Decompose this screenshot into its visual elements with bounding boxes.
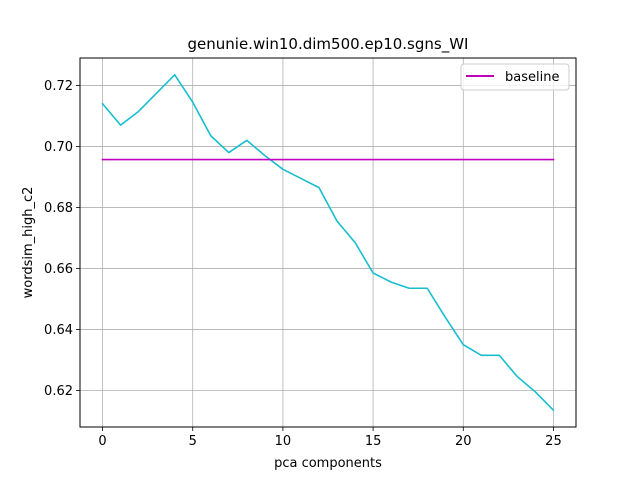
x-tick-label: 15 [365, 434, 382, 449]
legend-label-baseline: baseline [505, 70, 559, 85]
y-tick-label: 0.62 [44, 384, 73, 399]
plot-frame [79, 57, 577, 428]
y-axis-label: wordsim_high_c2 [21, 187, 36, 299]
series-layer [101, 73, 555, 412]
x-tick-label: 20 [455, 434, 472, 449]
y-tick-label: 0.72 [44, 79, 73, 94]
x-tick-label: 5 [189, 434, 197, 449]
y-tick-label: 0.68 [44, 201, 73, 216]
chart-title: genunie.win10.dim500.ep10.sgns_WI [188, 35, 469, 54]
x-axis-label: pca components [274, 456, 382, 471]
legend: baseline [460, 63, 570, 91]
x-tick-label: 0 [98, 434, 106, 449]
axis-ticks: 0 5 10 15 20 25 0.62 0.64 0.66 0.68 0.70 0.72 [44, 79, 562, 449]
grid-lines [80, 58, 576, 427]
y-tick-label: 0.64 [44, 323, 73, 338]
y-tick-label: 0.70 [44, 140, 73, 155]
series-line-0 [101, 73, 555, 412]
legend-box [460, 63, 570, 91]
x-tick-label: 10 [275, 434, 292, 449]
y-tick-label: 0.66 [44, 262, 73, 277]
x-tick-label: 25 [545, 434, 562, 449]
